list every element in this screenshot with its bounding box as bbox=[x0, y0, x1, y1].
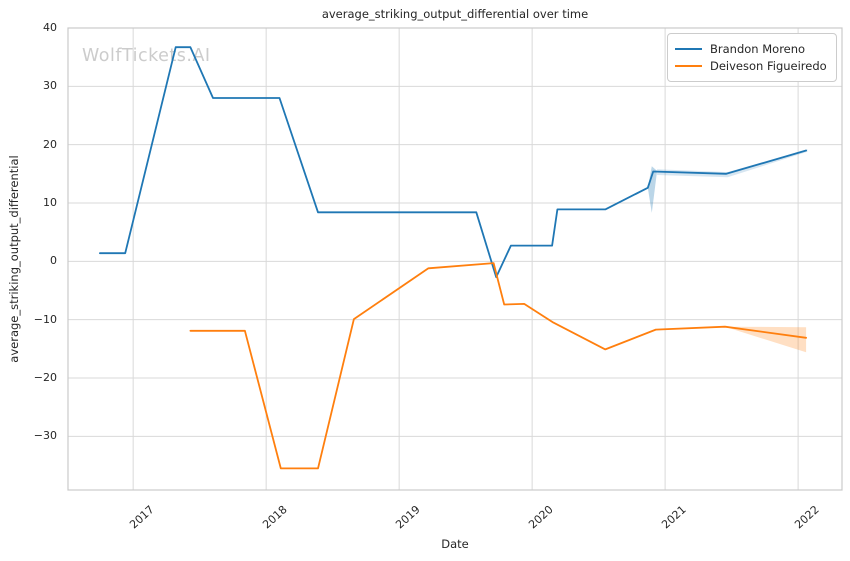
chart-title: average_striking_output_differential ove… bbox=[321, 7, 589, 21]
legend-line-icon bbox=[675, 48, 702, 50]
legend-label: Brandon Moreno bbox=[710, 42, 806, 56]
y-tick-label: −30 bbox=[33, 429, 57, 443]
legend-item-brandon-moreno: Brandon Moreno bbox=[675, 41, 828, 57]
legend-item-deiveson-figueiredo: Deiveson Figueiredo bbox=[675, 58, 828, 74]
y-tick-label: 0 bbox=[50, 254, 57, 268]
plot-border bbox=[67, 27, 843, 491]
gridlines bbox=[68, 27, 842, 490]
series-line bbox=[99, 46, 807, 279]
y-tick-label: −10 bbox=[33, 312, 57, 326]
legend: Brandon Moreno Deiveson Figueiredo bbox=[667, 33, 837, 82]
y-tick-label: 40 bbox=[43, 21, 57, 34]
y-tick-label: −20 bbox=[33, 371, 57, 384]
y-tick-label: 30 bbox=[43, 79, 57, 93]
confidence-bands bbox=[647, 149, 808, 353]
x-axis-label: Date bbox=[441, 537, 469, 551]
confidence-band bbox=[725, 326, 807, 353]
watermark-text: WolfTickets.AI bbox=[82, 46, 211, 66]
legend-label: Deiveson Figueiredo bbox=[710, 59, 827, 73]
series-line bbox=[189, 262, 807, 470]
y-tick-label: 20 bbox=[43, 137, 57, 151]
y-tick-label: 10 bbox=[43, 196, 57, 209]
data-lines bbox=[99, 46, 807, 470]
legend-line-icon bbox=[675, 65, 702, 67]
